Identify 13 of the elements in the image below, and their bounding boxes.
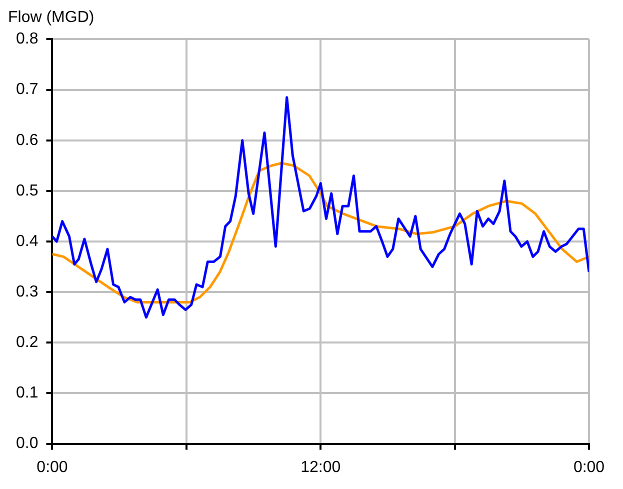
y-tick-label: 0.1 bbox=[16, 384, 38, 402]
y-tick-label: 0.2 bbox=[16, 334, 38, 352]
y-tick-label: 0.3 bbox=[16, 283, 38, 300]
y-axis-title: Flow (MGD) bbox=[8, 9, 94, 26]
x-tick-label: 12:00 bbox=[300, 458, 341, 476]
y-tick-label: 0.7 bbox=[16, 81, 38, 98]
y-tick-label: 0.0 bbox=[16, 435, 38, 452]
y-tick-label: 0.8 bbox=[16, 30, 38, 48]
y-tick-label: 0.5 bbox=[16, 182, 38, 200]
x-tick-label: 0:00 bbox=[573, 458, 605, 476]
x-tick-label: 0:00 bbox=[36, 458, 68, 476]
y-tick-label: 0.4 bbox=[16, 232, 38, 250]
y-tick-label: 0.6 bbox=[16, 132, 38, 149]
